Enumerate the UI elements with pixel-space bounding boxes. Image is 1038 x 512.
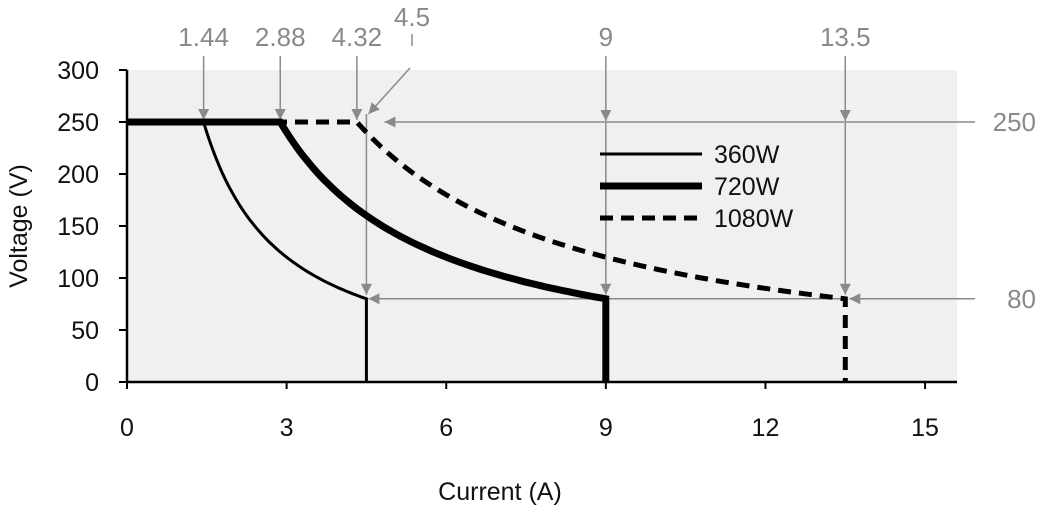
series-line-720W — [127, 118, 610, 382]
series-layer — [127, 118, 848, 382]
legend: 360W 720W 1080W — [600, 141, 794, 233]
x-tick-label-4: 12 — [752, 414, 780, 442]
y-axis-label: Voltage (V) — [5, 164, 33, 288]
plot-area — [127, 70, 957, 382]
y-tick-label-2: 100 — [57, 265, 99, 293]
y-tick-label-5: 250 — [57, 109, 99, 137]
x-tick-label-0: 0 — [120, 414, 134, 442]
right-annotation-label-0: 250 — [993, 107, 1036, 137]
series-line-1080W — [127, 119, 848, 382]
legend-label-1080W: 1080W — [714, 205, 794, 233]
top-annotation-label-1: 2.88 — [255, 22, 306, 52]
top-annotation-label-5: 13.5 — [820, 22, 871, 52]
x-tick-label-2: 6 — [439, 414, 453, 442]
annotation-layer: 1.44 2.88 4.32 4.5 9 13.5 250 80 — [178, 2, 1036, 314]
top-annotation-label-3: 4.5 — [394, 2, 430, 32]
series-line-360W — [127, 120, 368, 382]
x-tick-label-1: 3 — [280, 414, 294, 442]
y-tick-label-6: 300 — [57, 57, 99, 85]
y-tick-label-0: 0 — [85, 369, 99, 397]
y-tick-label-4: 200 — [57, 161, 99, 189]
top-annotation-label-2: 4.32 — [332, 22, 383, 52]
top-annotation-label-0: 1.44 — [178, 22, 229, 52]
legend-label-360W: 360W — [714, 141, 780, 169]
x-tick-label-5: 15 — [911, 414, 939, 442]
x-axis-label: Current (A) — [438, 478, 562, 506]
y-tick-label-1: 50 — [71, 317, 99, 345]
legend-label-720W: 720W — [714, 173, 780, 201]
y-tick-label-3: 150 — [57, 213, 99, 241]
top-annotation-label-4: 9 — [599, 22, 613, 52]
top-annotation-arrow-3 — [367, 67, 411, 115]
x-tick-label-3: 9 — [599, 414, 613, 442]
right-annotation-label-1: 80 — [1007, 284, 1036, 314]
